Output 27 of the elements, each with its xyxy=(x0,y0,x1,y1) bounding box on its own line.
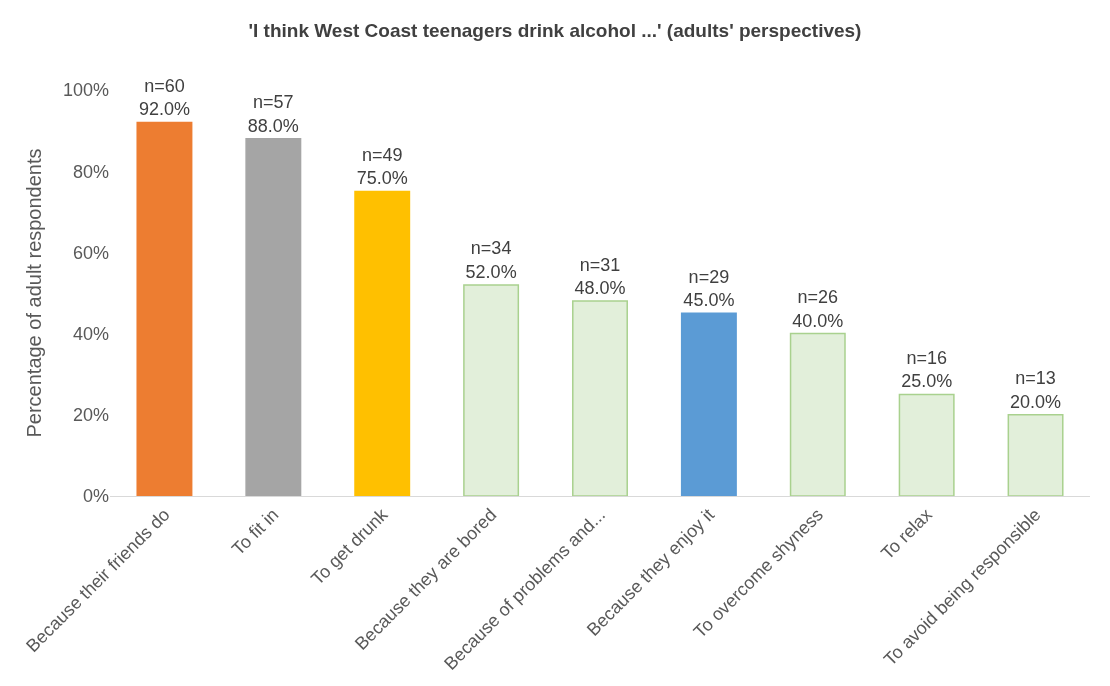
bar xyxy=(245,137,302,496)
bar xyxy=(789,332,846,496)
data-label: n=49 75.0% xyxy=(356,145,408,189)
bar xyxy=(354,190,411,496)
x-tick-label: To fit in xyxy=(228,504,283,560)
y-tick-label: 80% xyxy=(72,161,109,182)
bar xyxy=(680,312,737,496)
y-tick-label: 100% xyxy=(62,80,109,101)
data-label: n=29 45.0% xyxy=(683,266,735,311)
data-label: n=13 20.0% xyxy=(1010,368,1062,412)
bar xyxy=(572,300,628,496)
data-label: n=16 25.0% xyxy=(901,348,953,392)
data-label: n=57 88.0% xyxy=(247,92,299,136)
y-tick-label: 0% xyxy=(82,486,109,507)
data-label: n=26 40.0% xyxy=(792,287,844,331)
bar xyxy=(1007,414,1064,496)
data-label: n=60 92.0% xyxy=(138,76,190,120)
chart-title: 'I think West Coast teenagers drink alcohol ...' (adults' perspectives) xyxy=(248,20,862,42)
data-label: n=34 52.0% xyxy=(465,238,517,282)
y-tick-label: 20% xyxy=(72,405,109,426)
bar xyxy=(898,393,955,496)
data-label: n=31 48.0% xyxy=(574,254,626,299)
bar xyxy=(136,121,193,496)
y-axis-title: Percentage of adult respondents xyxy=(23,148,46,438)
y-tick-label: 60% xyxy=(72,242,109,263)
y-tick-label: 40% xyxy=(72,323,109,344)
bar xyxy=(463,284,520,496)
